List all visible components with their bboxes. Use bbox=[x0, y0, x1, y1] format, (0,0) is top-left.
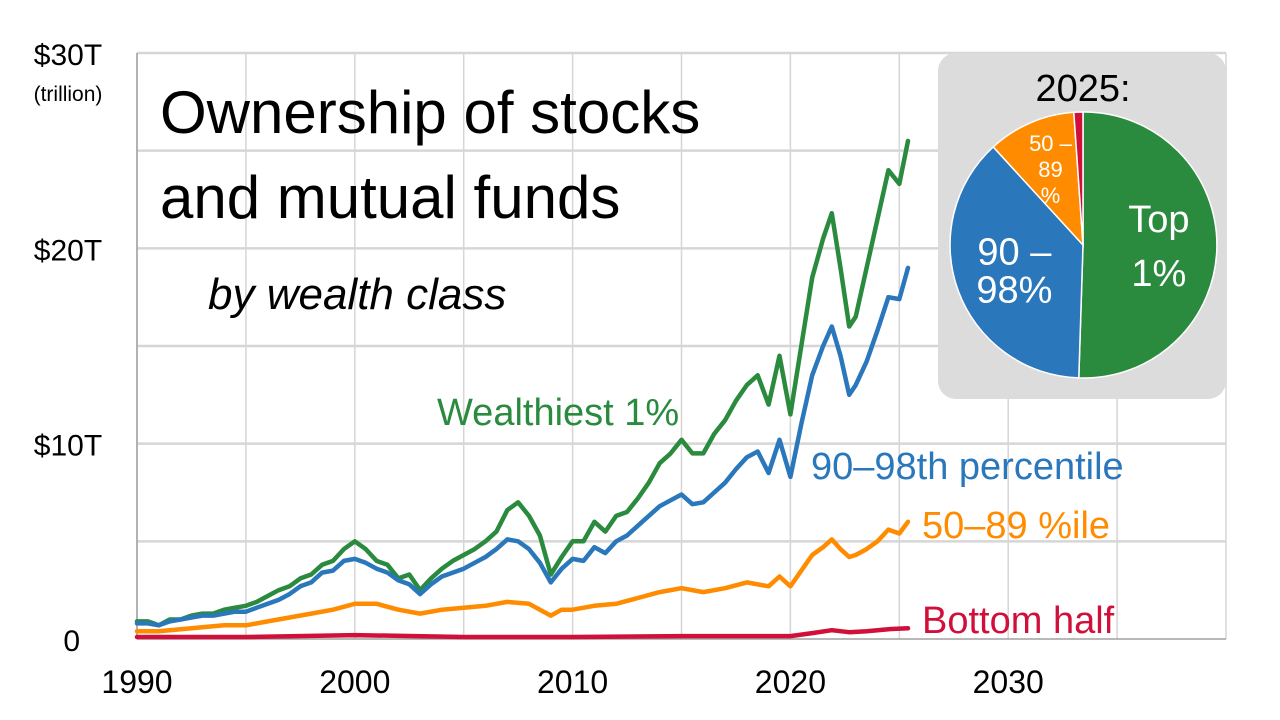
chart-title-block: Ownership of stocks and mutual funds by we… bbox=[160, 79, 700, 319]
series-label-2: 50–89 %ile bbox=[922, 505, 1110, 547]
series-line-3 bbox=[134, 626, 911, 640]
x-tick-label: 2000 bbox=[319, 664, 390, 700]
x-tick-label: 2010 bbox=[537, 664, 608, 700]
series-line-2 bbox=[134, 519, 911, 634]
y-tick-label: $10T bbox=[34, 430, 102, 463]
pie-slice-label: 1% bbox=[1131, 253, 1186, 295]
x-tick-label: 2020 bbox=[755, 664, 826, 700]
series-line-1 bbox=[134, 265, 911, 628]
chart-title-line-2: and mutual funds bbox=[160, 164, 620, 231]
pie-slice-3 bbox=[1072, 111, 1084, 246]
series-lines bbox=[134, 138, 911, 640]
pie-slice-label: 98% bbox=[976, 270, 1052, 312]
pie-slice-label: Top bbox=[1128, 199, 1189, 241]
inset-pie-chart: 2025: Top 1% 90 –98% 50 –89% bbox=[938, 53, 1226, 399]
pie-slice-0 bbox=[1078, 111, 1218, 379]
chart-title-line-1: Ownership of stocks bbox=[160, 79, 700, 146]
chart-subtitle: by wealth class bbox=[208, 270, 506, 319]
series-label-0: Wealthiest 1% bbox=[437, 392, 679, 434]
pie-slice-label: 90 – bbox=[977, 232, 1052, 274]
y-tick-label: 0 bbox=[63, 625, 80, 658]
pie-slice-label: 50 – bbox=[1029, 131, 1073, 156]
x-tick-label: 2030 bbox=[973, 664, 1044, 700]
series-label-1: 90–98th percentile bbox=[811, 446, 1124, 488]
x-tick-label: 1990 bbox=[101, 664, 172, 700]
y-tick-label: $30T bbox=[34, 39, 102, 72]
y-unit-note: (trillion) bbox=[34, 83, 103, 106]
axes: 1990 2000 2010 2020 2030 0 $10T $20T $30T (trilli… bbox=[34, 39, 1226, 700]
pie-slice-label: 89 bbox=[1038, 157, 1062, 182]
series-labels: Wealthiest 1% 90–98th percentile 50–89 %il… bbox=[437, 392, 1124, 642]
pie-slice-1 bbox=[949, 145, 1084, 379]
series-label-3: Bottom half bbox=[922, 600, 1115, 642]
series-line-0 bbox=[134, 138, 911, 628]
y-tick-label: $20T bbox=[34, 234, 102, 267]
pie-title: 2025: bbox=[1035, 68, 1130, 110]
pie-slice-2 bbox=[992, 111, 1084, 248]
pie-slice-label: % bbox=[1041, 183, 1061, 208]
